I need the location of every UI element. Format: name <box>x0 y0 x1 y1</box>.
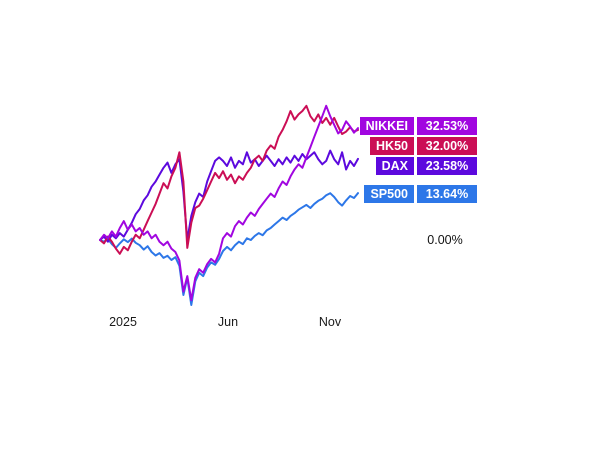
series-line-sp500 <box>99 192 359 306</box>
legend-row-hk50: HK50 32.00% <box>370 137 477 155</box>
legend-row-nikkei: NIKKEI 32.53% <box>359 117 477 135</box>
series-line-dax <box>99 149 359 243</box>
series-name-badge: HK50 <box>370 137 414 155</box>
legend-row-sp500: SP500 13.64% <box>364 185 477 203</box>
legend-row-dax: DAX 23.58% <box>375 157 477 175</box>
series-name-badge: NIKKEI <box>359 117 414 135</box>
series-name-badge: SP500 <box>364 185 414 203</box>
series-change-badge: 32.00% <box>417 137 477 155</box>
series-line-nikkei <box>99 104 359 302</box>
series-line-hk50 <box>99 104 359 255</box>
x-tick-2025: 2025 <box>109 315 137 329</box>
series-name-badge: DAX <box>375 157 414 175</box>
series-change-badge: 23.58% <box>417 157 477 175</box>
series-change-badge: 32.53% <box>417 117 477 135</box>
x-tick-jun: Jun <box>217 315 239 329</box>
series-change-badge: 13.64% <box>417 185 477 203</box>
baseline-zero-label: 0.00% <box>427 233 463 247</box>
x-tick-nov: Nov <box>318 315 342 329</box>
